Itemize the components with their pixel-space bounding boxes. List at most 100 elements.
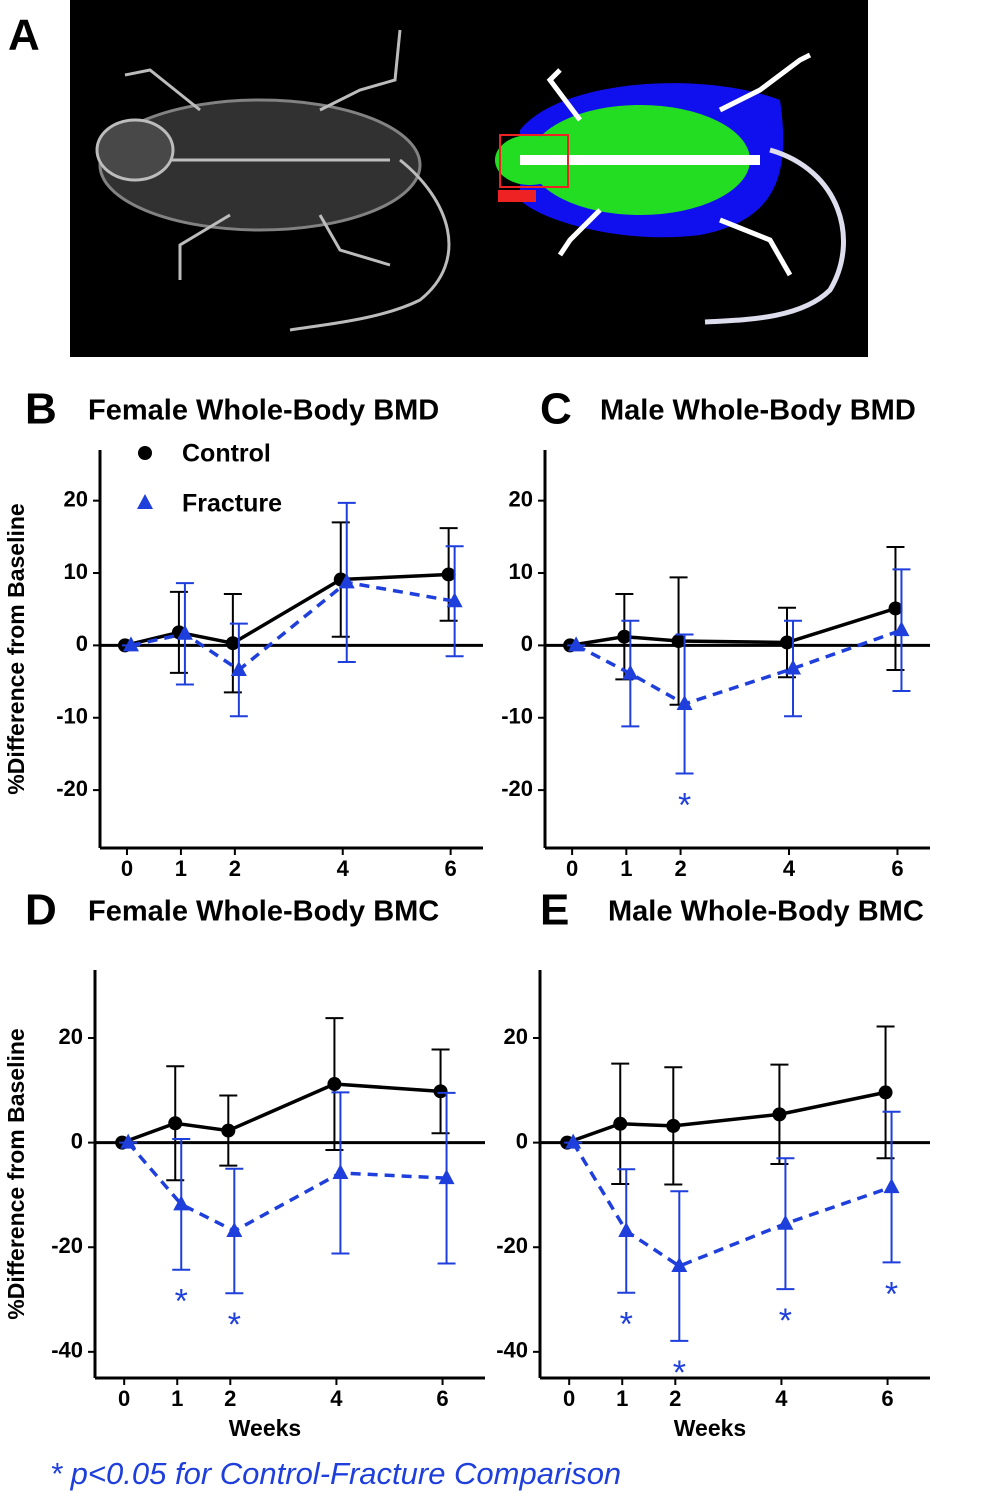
panel-letter: C — [540, 385, 572, 434]
panel-letter: E — [540, 886, 569, 935]
panel-letter: A — [8, 11, 40, 60]
x-tick-label: 2 — [224, 1386, 236, 1411]
x-tick-label: 6 — [891, 856, 903, 881]
x-tick-label: 2 — [674, 856, 686, 881]
y-tick-label: -40 — [51, 1338, 83, 1363]
x-tick-label: 1 — [616, 1386, 628, 1411]
marker — [618, 1222, 635, 1238]
marker — [893, 621, 910, 637]
y-tick-label: 0 — [521, 631, 533, 656]
y-tick-label: -40 — [496, 1338, 528, 1363]
x-tick-label: 4 — [330, 1386, 343, 1411]
y-tick-label: 0 — [71, 1128, 83, 1153]
marker — [225, 636, 240, 651]
x-tick-label: 2 — [669, 1386, 681, 1411]
x-tick-label: 6 — [881, 1386, 893, 1411]
marker — [780, 635, 795, 650]
series-line — [571, 1141, 893, 1269]
x-tick-label: 4 — [337, 856, 350, 881]
marker — [878, 1085, 893, 1100]
marker — [446, 592, 463, 608]
significance-marker: * — [885, 1275, 898, 1313]
x-tick-label: 2 — [229, 856, 241, 881]
marker — [332, 1163, 349, 1179]
y-tick-label: 20 — [504, 1024, 528, 1049]
marker — [176, 624, 193, 640]
chart-title: Female Whole-Body BMC — [88, 896, 439, 928]
marker — [230, 660, 247, 676]
y-axis-label: %Difference from Baseline — [3, 1028, 29, 1319]
marker — [120, 1133, 137, 1149]
y-tick-label: 20 — [59, 1024, 83, 1049]
footnote: * p<0.05 for Control-Fracture Comparison — [50, 1456, 621, 1491]
legend-label: Control — [182, 440, 271, 468]
y-tick-label: 10 — [509, 559, 533, 584]
x-tick-label: 1 — [620, 856, 632, 881]
marker — [888, 601, 903, 616]
marker — [671, 1257, 688, 1273]
significance-marker: * — [779, 1302, 792, 1340]
significance-marker: * — [620, 1306, 633, 1344]
marker — [433, 1084, 448, 1099]
significance-marker: * — [228, 1306, 241, 1344]
marker — [666, 1118, 681, 1133]
x-tick-label: 1 — [175, 856, 187, 881]
marker — [565, 1133, 582, 1149]
y-axis-label: %Difference from Baseline — [3, 503, 29, 794]
y-tick-label: -20 — [51, 1233, 83, 1258]
chart-title: Male Whole-Body BMD — [600, 395, 916, 427]
marker — [441, 567, 456, 582]
chart-title: Male Whole-Body BMC — [608, 896, 924, 928]
y-tick-label: 10 — [64, 559, 88, 584]
marker — [338, 573, 355, 589]
marker — [226, 1222, 243, 1238]
marker — [777, 1214, 794, 1230]
y-tick-label: -20 — [56, 776, 88, 801]
x-tick-label: 6 — [436, 1386, 448, 1411]
panel-letter: D — [25, 886, 57, 935]
x-tick-label: 4 — [783, 856, 796, 881]
marker — [221, 1123, 236, 1138]
marker — [613, 1116, 628, 1131]
marker — [622, 664, 639, 680]
marker — [168, 1116, 183, 1131]
y-tick-label: 20 — [509, 486, 533, 511]
marker — [772, 1107, 787, 1122]
x-tick-label: 4 — [775, 1386, 788, 1411]
series-line — [121, 1082, 441, 1145]
legend-label: Fracture — [182, 490, 282, 518]
marker — [785, 659, 802, 675]
y-tick-label: -10 — [501, 704, 533, 729]
legend-marker — [137, 494, 153, 509]
marker — [438, 1169, 455, 1185]
y-tick-label: 0 — [76, 631, 88, 656]
x-axis-label: Weeks — [674, 1415, 746, 1441]
significance-marker: * — [673, 1354, 686, 1392]
legend-marker — [138, 446, 152, 460]
significance-marker: * — [678, 786, 691, 824]
x-tick-label: 6 — [445, 856, 457, 881]
marker — [122, 636, 139, 652]
marker — [327, 1077, 342, 1092]
x-tick-label: 0 — [563, 1386, 575, 1411]
x-tick-label: 0 — [566, 856, 578, 881]
marker — [173, 1195, 190, 1211]
series-line — [566, 1090, 886, 1145]
marker — [883, 1178, 900, 1194]
marker — [568, 636, 585, 652]
y-tick-label: -10 — [56, 704, 88, 729]
y-tick-label: 20 — [64, 486, 88, 511]
panel-letter: B — [25, 385, 57, 434]
x-tick-label: 0 — [118, 1386, 130, 1411]
significance-marker: * — [175, 1283, 188, 1321]
x-axis-label: Weeks — [229, 1415, 301, 1441]
chart-title: Female Whole-Body BMD — [88, 395, 439, 427]
x-tick-label: 0 — [121, 856, 133, 881]
y-tick-label: -20 — [501, 776, 533, 801]
marker — [671, 634, 686, 649]
marker — [617, 629, 632, 644]
x-tick-label: 1 — [171, 1386, 183, 1411]
y-tick-label: -20 — [496, 1233, 528, 1258]
